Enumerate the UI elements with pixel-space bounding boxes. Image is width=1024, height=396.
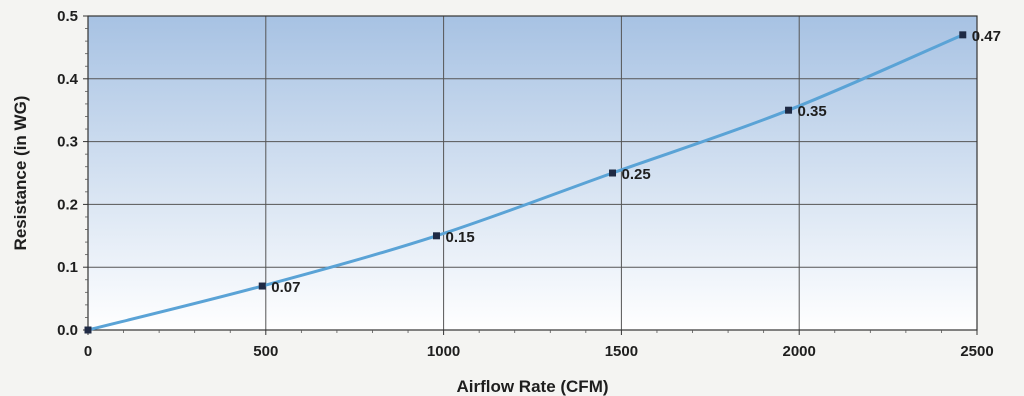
y-tick-label: 0.2 — [57, 196, 78, 213]
y-tick-label: 0.3 — [57, 134, 78, 151]
x-tick-label: 0 — [84, 343, 92, 360]
data-label: 0.07 — [271, 279, 300, 296]
data-label: 0.15 — [445, 229, 474, 246]
data-point-marker — [609, 170, 616, 177]
data-point-marker — [959, 31, 966, 38]
data-label: 0.25 — [622, 166, 651, 183]
plot-area — [88, 16, 977, 330]
data-point-marker — [433, 232, 440, 239]
x-tick-label: 2500 — [960, 343, 993, 360]
x-tick-label: 1500 — [605, 343, 638, 360]
y-tick-label: 0.5 — [57, 8, 78, 25]
x-tick-label: 500 — [253, 343, 278, 360]
x-tick-label: 2000 — [783, 343, 816, 360]
data-point-marker — [785, 107, 792, 114]
x-tick-label: 1000 — [427, 343, 460, 360]
y-axis-title: Resistance (in WG) — [11, 96, 30, 251]
x-axis-title: Airflow Rate (CFM) — [456, 377, 608, 396]
y-tick-label: 0.4 — [57, 71, 79, 88]
data-point-marker — [85, 327, 92, 334]
data-point-marker — [259, 283, 266, 290]
data-label: 0.35 — [798, 103, 827, 120]
y-tick-label: 0.1 — [57, 259, 78, 276]
y-tick-label: 0.0 — [57, 322, 78, 339]
data-label: 0.47 — [972, 28, 1001, 45]
